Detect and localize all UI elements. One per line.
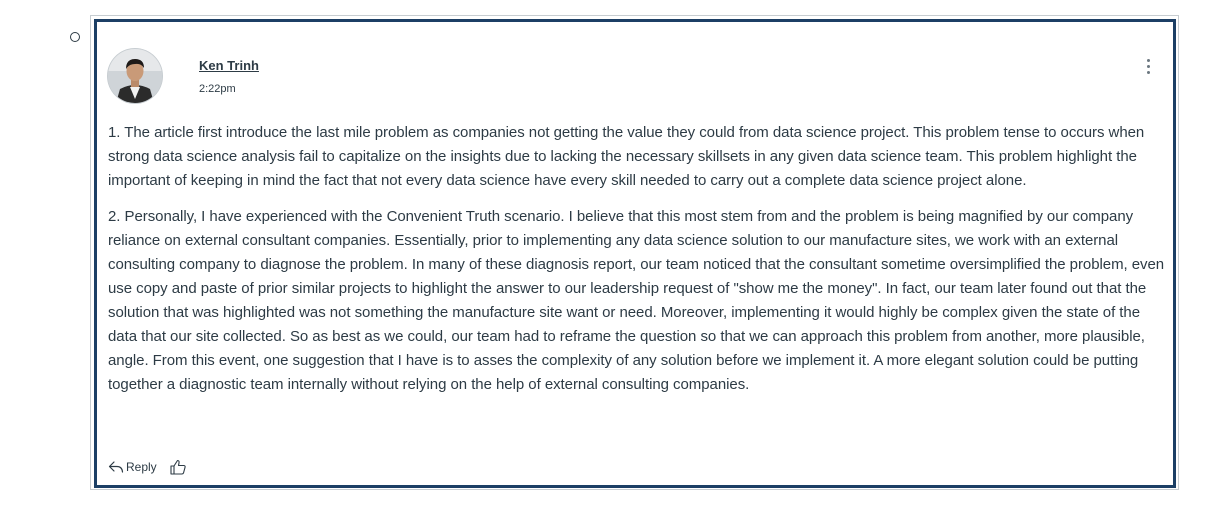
entry-actions: Reply bbox=[108, 456, 187, 478]
avatar-image bbox=[108, 49, 162, 103]
author-name-link[interactable]: Ken Trinh bbox=[199, 58, 259, 73]
post-timestamp: 2:22pm bbox=[199, 83, 236, 95]
like-button[interactable] bbox=[169, 458, 187, 476]
discussion-entry: Ken Trinh 2:22pm 1. The article first in… bbox=[94, 19, 1176, 488]
entry-paragraph-2: 2. Personally, I have experienced with t… bbox=[108, 208, 1165, 393]
kebab-menu-icon[interactable] bbox=[1143, 59, 1153, 79]
entry-frame bbox=[90, 15, 1179, 490]
reply-button[interactable]: Reply bbox=[108, 459, 157, 475]
entry-body: 1. The article first introduce the last … bbox=[108, 121, 1168, 409]
reply-label: Reply bbox=[126, 460, 157, 474]
avatar[interactable] bbox=[108, 49, 162, 103]
list-bullet bbox=[70, 32, 80, 42]
entry-paragraph-1: 1. The article first introduce the last … bbox=[108, 124, 1145, 189]
thumbs-up-icon bbox=[170, 459, 186, 475]
reply-arrow-icon bbox=[108, 461, 124, 473]
